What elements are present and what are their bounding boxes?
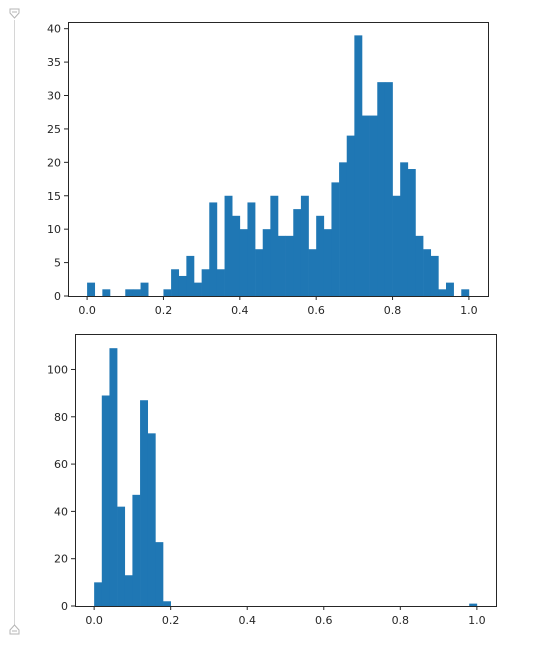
x-tick-label: 0.4: [238, 614, 256, 627]
x-tick-label: 0.4: [231, 304, 249, 317]
y-tick-label: 80: [54, 411, 68, 424]
y-tick-label: 40: [54, 505, 68, 518]
histogram-bar: [163, 289, 172, 296]
histogram-bar: [407, 169, 416, 296]
histogram-bar: [262, 229, 271, 296]
y-tick-label: 0: [54, 290, 61, 303]
histogram-bar: [232, 215, 241, 296]
x-tick-label: 0.2: [162, 614, 180, 627]
histogram-bar: [285, 235, 294, 296]
x-tick-label: 1.0: [460, 304, 478, 317]
fold-marker-icon[interactable]: [9, 624, 20, 635]
histogram-bar: [224, 195, 233, 296]
y-tick-label: 30: [47, 90, 61, 103]
histogram-bar: [239, 229, 248, 296]
x-tick-label: 0.2: [155, 304, 173, 317]
x-tick-label: 0.0: [85, 614, 103, 627]
histogram-bar: [94, 582, 103, 606]
histogram-bar: [201, 269, 210, 296]
histogram-bar: [308, 249, 317, 296]
gutter-line: [14, 20, 15, 632]
histogram-bar: [101, 395, 110, 606]
histogram-bar: [469, 603, 478, 606]
plot-frame: [68, 22, 489, 297]
histogram-bar: [255, 249, 264, 296]
y-tick-label: 35: [47, 56, 61, 69]
histogram-bar: [102, 289, 111, 296]
histogram-bar: [400, 162, 409, 296]
y-tick-label: 40: [47, 23, 61, 36]
y-tick-label: 100: [47, 363, 68, 376]
histogram-bar: [278, 235, 286, 296]
histogram-bar: [346, 135, 355, 296]
x-tick-label: 0.0: [78, 304, 96, 317]
histogram-bar: [369, 115, 378, 296]
histogram-bar: [362, 115, 370, 296]
plot-frame: [75, 334, 497, 607]
histogram-bar: [140, 282, 149, 296]
histogram-bar: [438, 289, 447, 296]
x-tick-label: 0.6: [315, 614, 333, 627]
histogram-bar: [339, 162, 348, 296]
histogram-bar: [300, 195, 309, 296]
histogram-bar: [186, 255, 195, 296]
histogram-bar: [216, 269, 225, 296]
y-tick-label: 15: [47, 190, 61, 203]
histogram-bar: [147, 433, 156, 606]
histogram-bar: [446, 282, 454, 296]
histogram-bar: [171, 269, 180, 296]
x-tick-label: 1.0: [468, 614, 486, 627]
histogram-bar: [354, 35, 363, 297]
histogram-bar: [163, 601, 171, 606]
histogram-bar: [132, 289, 141, 296]
cell-gutter: [0, 0, 30, 662]
x-tick-label: 0.6: [307, 304, 325, 317]
histogram-bar: [87, 282, 96, 296]
y-tick-label: 20: [54, 553, 68, 566]
histogram-bar: [293, 209, 302, 296]
histogram-bar: [209, 202, 218, 296]
histogram-bar: [430, 255, 439, 296]
y-tick-label: 0: [61, 600, 68, 613]
histogram-bar: [124, 575, 133, 606]
y-tick-label: 20: [47, 156, 61, 169]
histogram-bar: [109, 348, 118, 606]
y-tick-label: 60: [54, 458, 68, 471]
histogram-bar: [323, 229, 332, 296]
fold-marker-icon[interactable]: [9, 8, 20, 19]
histogram-bar: [155, 542, 164, 606]
histogram-bar: [194, 282, 202, 296]
histogram-bar: [117, 506, 126, 606]
histogram-chart-1: 0.0 0.2 0.4 0.6 0.8 1.0 0 5 10 15 20 25 30 35 40: [47, 22, 489, 317]
x-tick-label: 0.8: [392, 614, 410, 627]
histogram-bar: [392, 195, 401, 296]
histogram-bar: [384, 82, 393, 297]
y-tick-label: 5: [54, 257, 61, 270]
histogram-bar: [331, 182, 340, 296]
y-tick-label: 25: [47, 123, 61, 136]
x-tick-label: 0.8: [384, 304, 402, 317]
histogram-bar: [247, 202, 256, 296]
y-tick-label: 10: [47, 223, 61, 236]
histogram-chart-2: 0.0 0.2 0.4 0.6 0.8 1.0 0 20 40 60 80 100: [47, 334, 497, 627]
histogram-bar: [461, 289, 470, 296]
histogram-bar: [132, 494, 141, 606]
histogram-bar: [140, 400, 149, 606]
histogram-bar: [423, 249, 432, 296]
histogram-bar: [415, 235, 424, 296]
histogram-bar: [270, 195, 279, 296]
histogram-bar: [316, 215, 325, 296]
histogram-bar: [125, 289, 134, 296]
histogram-bar: [178, 275, 187, 296]
histogram-bar: [377, 82, 386, 297]
